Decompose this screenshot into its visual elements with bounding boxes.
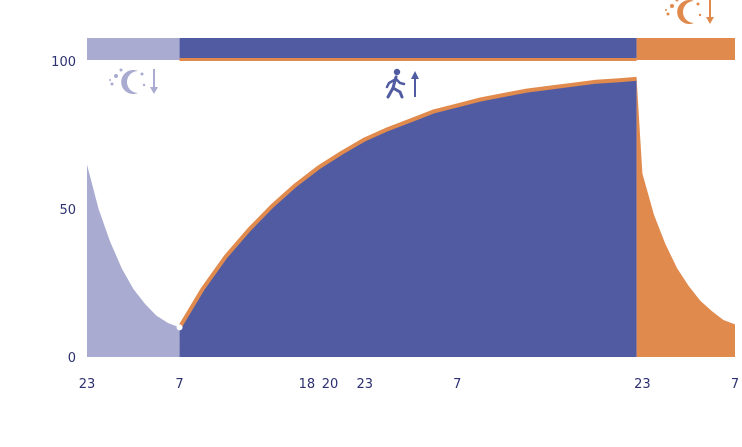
moon-stars-down-icon [109,68,158,94]
x-tick-label: 20 [322,377,339,392]
y-tick-label: 50 [59,203,76,218]
area-sleep-2 [636,78,735,358]
x-tick-label: 18 [299,377,316,392]
area-awake-1 [179,78,637,358]
phase-icons [109,0,714,99]
x-tick-label: 7 [453,377,461,392]
transition-dot [176,324,183,331]
band-segment-0 [87,38,180,60]
x-tick-label: 7 [175,377,183,392]
x-tick-label: 23 [356,377,373,392]
x-tick-label: 23 [79,377,96,392]
x-tick-label: 23 [634,377,651,392]
band-segment-2 [636,38,735,60]
x-tick-label: 7 [731,377,739,392]
walking-up-icon [385,68,419,99]
area-series [87,76,735,358]
band-segment-1 [179,38,637,60]
moon-stars-down-icon [665,0,714,24]
y-tick-label: 100 [51,55,76,70]
top-band [87,38,735,61]
band-underline [179,58,637,61]
y-tick-label: 0 [68,351,76,366]
x-axis: 23 7 18 20 23 7 23 7 [79,377,739,392]
y-axis: 0 50 100 [51,55,76,366]
area-sleep-0 [87,164,180,357]
area-outline-1 [177,76,637,329]
